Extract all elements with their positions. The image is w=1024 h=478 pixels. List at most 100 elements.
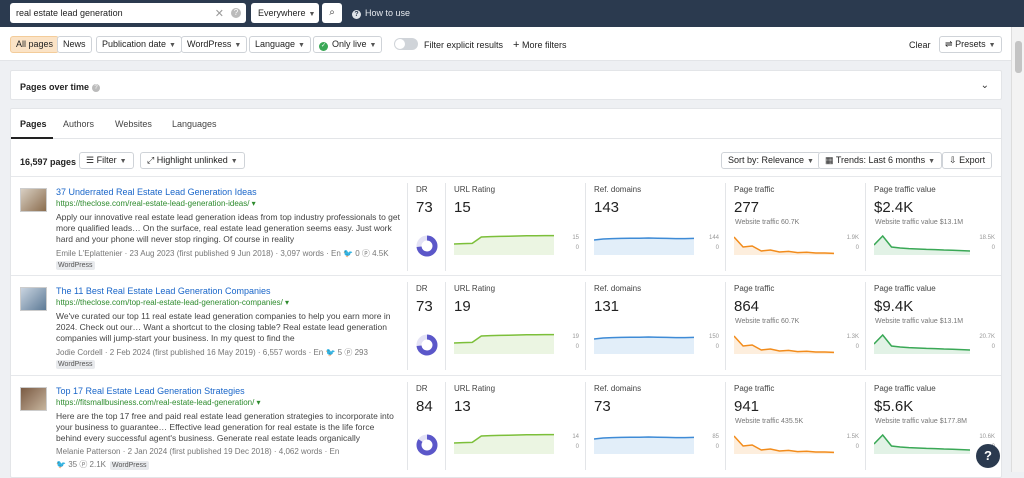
presets-button[interactable]: ⇌ Presets ▼ [939,36,1002,53]
question-icon: ? [352,10,361,19]
chevron-down-icon[interactable]: ⌄ [980,80,989,91]
metric-value[interactable]: $5.6K [874,398,914,415]
chevron-down-icon[interactable]: ▾ [282,298,290,307]
result-meta-secondary: WordPress [56,359,95,369]
search-query[interactable]: real estate lead generation [16,8,123,18]
result-title-link[interactable]: Top 17 Real Estate Lead Generation Strat… [56,386,245,396]
clear-button[interactable]: Clear [909,40,931,50]
wordpress-badge: WordPress [56,261,95,270]
filter-button[interactable]: ☰ Filter ▼ [79,152,134,169]
clear-search-icon[interactable]: ✕ [214,8,224,20]
chevron-down-icon: ▼ [988,42,996,49]
metric-dr: DR 73 [407,183,445,271]
metric-label: Page traffic value [874,384,936,393]
tab-pages[interactable]: Pages [20,119,47,129]
result-meta: Emile L'Eplattenier · 23 Aug 2023 (first… [56,248,389,259]
search-scope-dropdown[interactable]: Everywhere ▼ [251,3,319,23]
metric-value: Page traffic value $2.4K Website traffic v… [865,183,1001,271]
sparkline-min-label: 0 [575,444,579,450]
trend-sparkline [874,234,970,255]
trend-sparkline [454,433,554,454]
wordpress-label: WordPress [187,39,232,49]
metric-subtext: Website traffic value $13.1M [875,318,964,325]
metric-ur: URL Rating 19 19 0 [445,282,585,370]
metric-value[interactable]: $9.4K [874,298,914,315]
pages-over-time-panel[interactable]: Pages over time? ⌄ [10,70,1002,100]
only-live-filter[interactable]: ✓ Only live ▼ [313,36,383,53]
help-button[interactable]: ? [976,444,1000,468]
publication-date-filter[interactable]: Publication date ▼ [96,36,182,53]
sparkline-line [874,234,970,252]
sparkline-area [874,236,970,255]
pinterest-icon: ⓟ [342,348,355,357]
tab-authors[interactable]: Authors [63,119,95,129]
language-filter[interactable]: Language ▼ [249,36,311,53]
metric-value[interactable]: 941 [734,398,760,415]
social-counts: 🐦 35 ⓟ 2.1K [56,460,106,469]
export-button[interactable]: ⇩ Export [942,152,993,169]
sparkline-min-label: 0 [855,344,859,350]
result-snippet: Here are the top 17 free and paid real e… [56,411,394,443]
metric-value[interactable]: 864 [734,298,760,315]
metric-value: Page traffic value $5.6K Website traffic v… [865,382,1001,470]
export-label: Export [959,155,986,165]
result-url-link[interactable]: https://fitsmallbusiness.com/real-estate… [56,398,261,407]
pinterest-count: 293 [354,348,368,357]
wordpress-filter[interactable]: WordPress ▼ [181,36,248,53]
twitter-icon: 🐦 [340,249,356,258]
chevron-down-icon: ▼ [298,42,305,49]
metric-value[interactable]: 277 [734,199,760,216]
metric-subtext: Website traffic 60.7K [735,219,800,226]
result-title-link[interactable]: The 11 Best Real Estate Lead Generation … [56,286,271,296]
all-pages-toggle[interactable]: All pages [10,36,60,53]
metric-value: 19 [454,298,471,315]
pinterest-count: 4.5K [372,249,389,258]
scrollbar-thumb[interactable] [1015,41,1022,73]
twitter-icon: 🐦 [56,460,69,469]
metric-rd: Ref. domains 73 85 0 [585,382,725,470]
plus-icon: + [513,39,520,51]
chevron-down-icon[interactable]: ▾ [254,398,261,407]
search-input[interactable]: real estate lead generation ✕ ? [10,3,246,23]
result-meta: Melanie Patterson · 2 Jan 2024 (first pu… [56,447,339,456]
highlight-unlinked-button[interactable]: ⤢ Highlight unlinked ▼ [140,152,245,169]
metric-label: Page traffic value [874,185,936,194]
metric-value[interactable]: $2.4K [874,199,914,216]
chevron-down-icon: ▼ [230,158,238,165]
sliders-icon: ⇌ [945,39,953,49]
result-url-link[interactable]: https://theclose.com/top-real-estate-lea… [56,298,289,307]
metric-traffic: Page traffic 941 Website traffic 435.5K 1.5… [725,382,865,470]
dr-donut-chart [416,434,438,456]
trends-dropdown[interactable]: ▦ Trends: Last 6 months ▼ [818,152,943,169]
how-to-use-link[interactable]: ? How to use [352,8,410,19]
more-filters-button[interactable]: + More filters [513,39,566,51]
help-icon[interactable]: ? [231,8,241,18]
search-button[interactable]: ⌕ [322,3,342,23]
chevron-down-icon[interactable]: ▾ [249,199,256,208]
metric-traffic: Page traffic 277 Website traffic 60.7K 1.9K… [725,183,865,271]
filter-explicit-toggle[interactable] [394,38,418,50]
page-scrollbar[interactable] [1011,27,1024,472]
result-title-link[interactable]: 37 Underrated Real Estate Lead Generatio… [56,187,257,197]
metric-value: 73 [416,298,433,315]
dr-donut-chart [416,235,438,257]
metric-value[interactable]: 73 [594,398,611,415]
chevron-down-icon: ▼ [928,158,936,165]
sparkline-max-label: 10.6K [979,434,995,440]
sparkline-area [594,437,694,454]
metric-value: 13 [454,398,471,415]
chevron-down-icon: ▼ [119,158,127,165]
sparkline-min-label: 0 [991,344,995,350]
trend-sparkline [734,236,834,255]
metric-value[interactable]: 143 [594,199,620,216]
tab-languages[interactable]: Languages [172,119,217,129]
result-url-link[interactable]: https://theclose.com/real-estate-lead-ge… [56,199,256,208]
sparkline-min-label: 0 [855,444,859,450]
sparkline-max-label: 14 [572,434,579,440]
tab-websites[interactable]: Websites [115,119,152,129]
metric-value[interactable]: 131 [594,298,620,315]
donut-fill [416,334,438,356]
filter-explicit-label: Filter explicit results [424,40,504,50]
news-toggle[interactable]: News [57,36,92,53]
sort-dropdown[interactable]: Sort by: Relevance ▼ [721,152,821,169]
